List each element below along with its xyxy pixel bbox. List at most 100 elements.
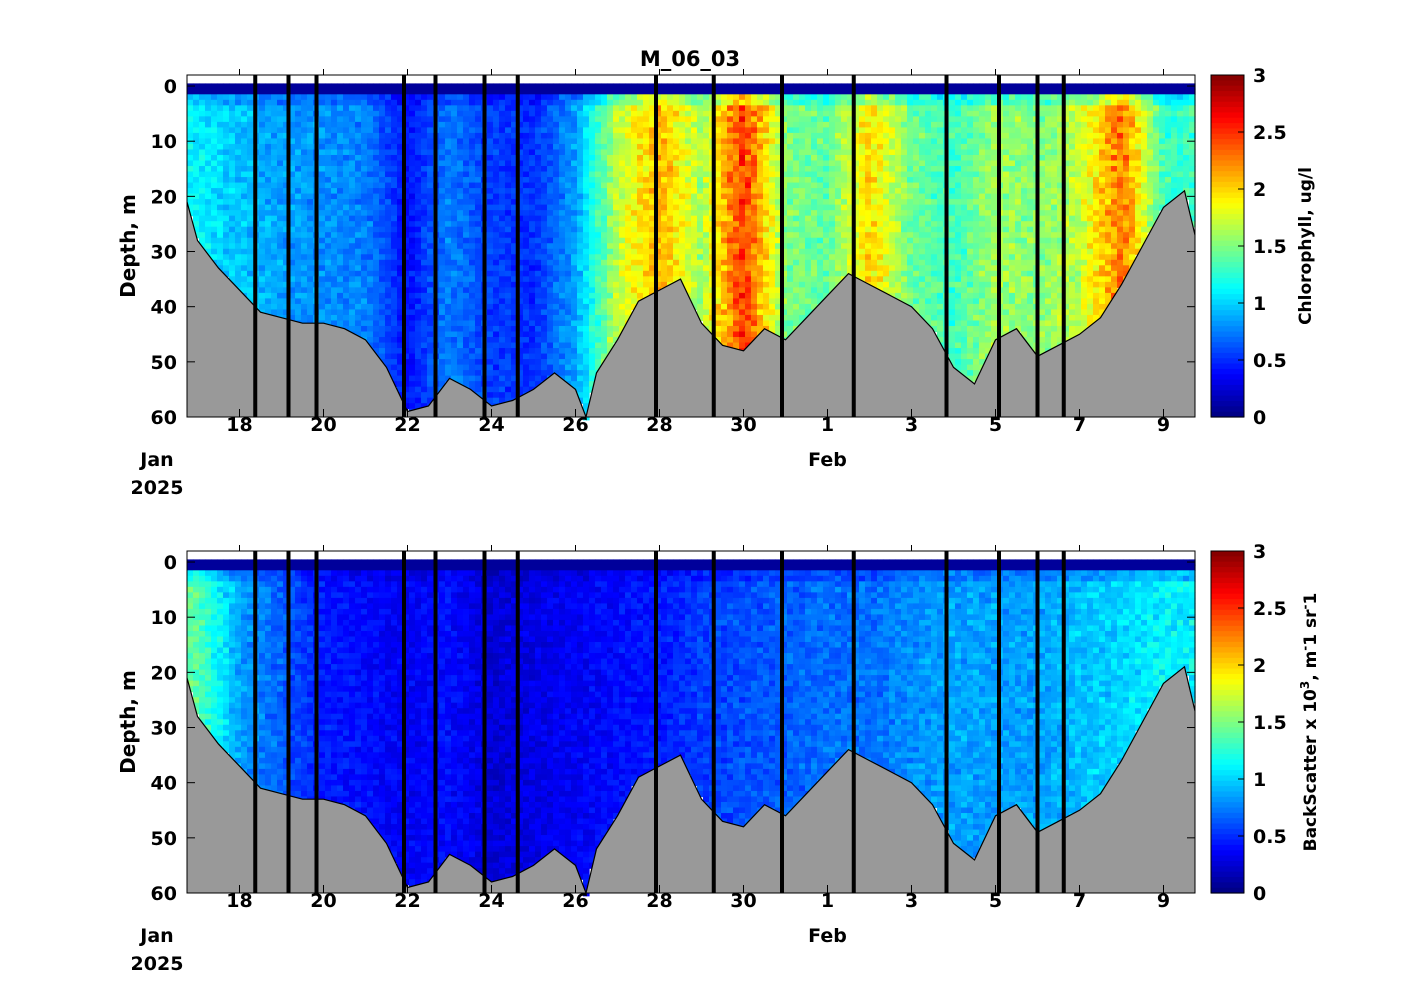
- heatmap-cell: [721, 331, 728, 338]
- heatmap-cell: [697, 193, 704, 200]
- heatmap-cell: [499, 237, 506, 244]
- heatmap-cell: [595, 359, 602, 366]
- heatmap-cell: [547, 265, 554, 272]
- heatmap-cell: [523, 254, 530, 261]
- heatmap-cell: [445, 149, 452, 156]
- heatmap-cell: [769, 143, 776, 151]
- heatmap-cell: [739, 309, 746, 316]
- heatmap-cell: [739, 188, 746, 195]
- heatmap-cell: [679, 221, 686, 228]
- heatmap-cell: [493, 226, 500, 233]
- heatmap-cell: [691, 199, 698, 206]
- heatmap-cell: [613, 160, 620, 167]
- heatmap-cell: [193, 221, 200, 228]
- heatmap-cell: [667, 149, 674, 156]
- heatmap-cell: [403, 215, 410, 222]
- heatmap-cell: [691, 116, 698, 123]
- heatmap-cell: [235, 88, 242, 95]
- heatmap-cell: [607, 270, 614, 277]
- heatmap-cell: [541, 248, 548, 255]
- heatmap-cell: [781, 94, 788, 101]
- heatmap-cell: [583, 392, 590, 399]
- heatmap-cell: [439, 204, 446, 211]
- heatmap-cell: [817, 160, 824, 167]
- heatmap-cell: [361, 99, 368, 106]
- heatmap-cell: [679, 204, 686, 211]
- heatmap-cell: [697, 154, 704, 162]
- heatmap-cell: [451, 237, 458, 244]
- heatmap-cell: [241, 160, 248, 167]
- heatmap-cell: [631, 99, 638, 106]
- heatmap-cell: [733, 177, 740, 184]
- heatmap-cell: [577, 193, 584, 200]
- heatmap-cell: [685, 154, 692, 162]
- heatmap-cell: [661, 83, 668, 90]
- heatmap-cell: [571, 232, 578, 239]
- heatmap-cell: [727, 154, 734, 162]
- heatmap-cell: [535, 105, 542, 112]
- heatmap-cell: [319, 143, 326, 151]
- heatmap-cell: [229, 132, 236, 140]
- heatmap-cell: [793, 160, 800, 167]
- heatmap-cell: [475, 83, 482, 90]
- heatmap-cell: [211, 121, 218, 129]
- heatmap-cell: [205, 215, 212, 222]
- heatmap-cell: [523, 331, 530, 338]
- heatmap-cell: [355, 270, 362, 277]
- heatmap-cell: [529, 337, 536, 344]
- heatmap-cell: [415, 127, 422, 134]
- heatmap-cell: [385, 342, 392, 349]
- heatmap-cell: [715, 287, 722, 294]
- heatmap-cell: [391, 94, 398, 101]
- heatmap-cell: [469, 188, 476, 195]
- heatmap-cell: [505, 121, 512, 129]
- heatmap-cell: [505, 182, 512, 189]
- heatmap-cell: [325, 177, 332, 184]
- heatmap-cell: [721, 193, 728, 200]
- heatmap-cell: [403, 276, 410, 283]
- heatmap-cell: [541, 270, 548, 277]
- heatmap-cell: [403, 232, 410, 239]
- heatmap-cell: [727, 309, 734, 316]
- heatmap-cell: [805, 221, 812, 228]
- heatmap-cell: [583, 254, 590, 261]
- heatmap-cell: [727, 248, 734, 255]
- heatmap-cell: [763, 270, 770, 277]
- heatmap-cell: [223, 259, 230, 266]
- heatmap-cell: [379, 254, 386, 261]
- heatmap-cell: [409, 325, 416, 333]
- heatmap-cell: [367, 199, 374, 206]
- heatmap-cell: [217, 138, 224, 145]
- heatmap-cell: [799, 265, 806, 272]
- heatmap-cell: [229, 270, 236, 277]
- heatmap-cell: [529, 303, 536, 311]
- heatmap-cell: [805, 226, 812, 233]
- heatmap-cell: [295, 243, 302, 250]
- heatmap-cell: [511, 143, 518, 151]
- heatmap-cell: [247, 265, 254, 272]
- heatmap-cell: [535, 116, 542, 123]
- heatmap-cell: [193, 132, 200, 140]
- heatmap-cell: [271, 210, 278, 217]
- heatmap-cell: [577, 149, 584, 156]
- heatmap-cell: [241, 237, 248, 244]
- heatmap-cell: [241, 259, 248, 266]
- heatmap-cell: [283, 265, 290, 272]
- heatmap-cell: [241, 166, 248, 173]
- heatmap-cell: [619, 177, 626, 184]
- heatmap-cell: [565, 248, 572, 255]
- heatmap-cell: [505, 342, 512, 349]
- heatmap-cell: [265, 149, 272, 156]
- heatmap-cell: [307, 177, 314, 184]
- heatmap-cell: [811, 116, 818, 123]
- heatmap-cell: [415, 110, 422, 117]
- heatmap-cell: [505, 210, 512, 217]
- heatmap-cell: [625, 237, 632, 244]
- heatmap-cell: [307, 105, 314, 112]
- heatmap-cell: [535, 99, 542, 106]
- heatmap-cell: [277, 188, 284, 195]
- heatmap-cell: [643, 210, 650, 217]
- heatmap-cell: [715, 160, 722, 167]
- heatmap-cell: [469, 309, 476, 316]
- heatmap-cell: [421, 359, 428, 366]
